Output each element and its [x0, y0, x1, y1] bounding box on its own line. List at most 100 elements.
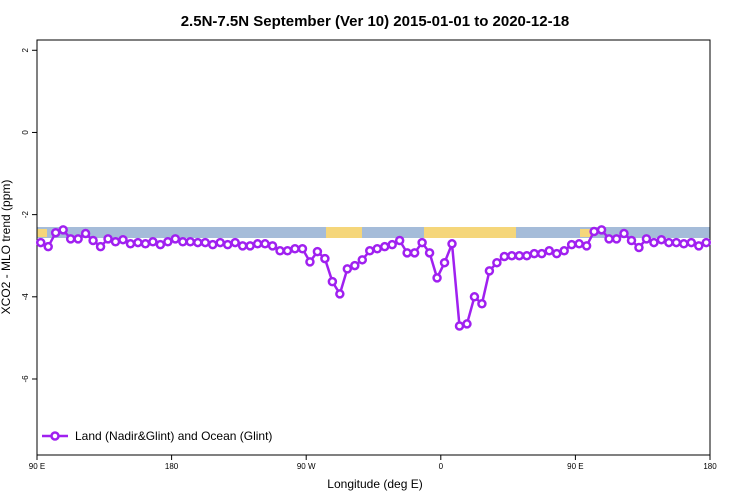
point: [260, 239, 270, 249]
point: [372, 243, 382, 254]
x-tick-label: 90 W: [297, 462, 316, 471]
point: [305, 257, 315, 267]
point: [133, 237, 143, 248]
point: [80, 228, 91, 239]
point: [641, 234, 652, 244]
point: [73, 234, 83, 244]
ocean-band: [37, 227, 710, 238]
x-tick-label: 180: [165, 462, 179, 471]
point: [656, 234, 667, 245]
point: [297, 243, 308, 254]
point: [207, 239, 218, 250]
point: [537, 248, 547, 259]
land-ocean-band: [37, 227, 710, 238]
point: [350, 260, 360, 271]
point: [701, 237, 712, 248]
x-tick-label: 0: [439, 462, 444, 471]
point: [267, 241, 278, 251]
point: [50, 227, 61, 238]
point: [522, 250, 532, 261]
x-axis-label: Longitude (deg E): [327, 477, 422, 491]
point: [170, 234, 181, 244]
point: [103, 234, 113, 244]
point: [596, 225, 607, 235]
point: [365, 246, 375, 256]
point: [245, 241, 255, 251]
point: [237, 241, 248, 251]
point: [43, 241, 53, 252]
plot-frame: [36, 39, 711, 456]
legend-marker: [50, 431, 60, 441]
point: [626, 235, 637, 246]
point: [193, 237, 203, 248]
point: [417, 237, 427, 248]
land-band: [580, 229, 592, 237]
point: [379, 241, 390, 252]
point: [155, 239, 166, 250]
y-tick-label: -6: [21, 375, 30, 383]
chart-title: 2.5N-7.5N September (Ver 10) 2015-01-01 …: [181, 13, 570, 30]
point: [634, 242, 644, 253]
y-axis-label: XCO2 - MLO trend (ppm): [0, 180, 13, 315]
point: [477, 299, 487, 309]
point: [222, 239, 233, 250]
point: [402, 248, 412, 258]
point: [335, 289, 345, 299]
point: [574, 239, 584, 249]
land-band: [424, 227, 516, 238]
point: [88, 235, 98, 246]
point: [664, 237, 674, 248]
point: [559, 246, 569, 256]
point: [35, 237, 46, 248]
point: [589, 226, 599, 237]
point: [387, 239, 397, 250]
point: [230, 237, 240, 248]
point: [679, 239, 689, 249]
point: [163, 236, 173, 247]
land-band: [37, 229, 47, 237]
point: [484, 266, 495, 276]
point: [544, 246, 554, 256]
point: [327, 276, 338, 287]
point: [499, 251, 510, 262]
point: [619, 228, 629, 239]
point: [604, 234, 614, 244]
point: [320, 253, 330, 264]
point: [125, 239, 136, 249]
x-tick-label: 180: [703, 462, 717, 471]
point: [140, 239, 151, 249]
point: [551, 248, 562, 259]
point: [454, 321, 465, 331]
point: [148, 236, 158, 247]
point: [611, 234, 622, 244]
point: [312, 246, 323, 257]
point: [178, 236, 188, 247]
y-tick-label: 2: [21, 47, 30, 52]
point: [275, 246, 285, 256]
point: [357, 255, 368, 265]
point: [65, 234, 76, 244]
legend-label: Land (Nadir&Glint) and Ocean (Glint): [75, 429, 272, 443]
point: [649, 237, 659, 248]
point: [514, 250, 525, 261]
point: [447, 239, 457, 249]
point: [424, 248, 435, 258]
point: [492, 257, 502, 268]
land-band: [326, 227, 362, 238]
point: [118, 234, 128, 245]
point: [282, 246, 293, 256]
point: [200, 237, 210, 248]
point: [686, 237, 697, 248]
point: [185, 236, 196, 247]
y-tick-label: -2: [21, 211, 30, 219]
point: [507, 250, 517, 261]
point: [95, 241, 106, 252]
point: [439, 257, 450, 268]
point: [694, 241, 704, 251]
point: [671, 237, 682, 248]
y-tick-label: 0: [21, 130, 30, 135]
point: [290, 243, 300, 254]
point: [566, 239, 577, 250]
y-tick-label: -4: [21, 293, 30, 301]
